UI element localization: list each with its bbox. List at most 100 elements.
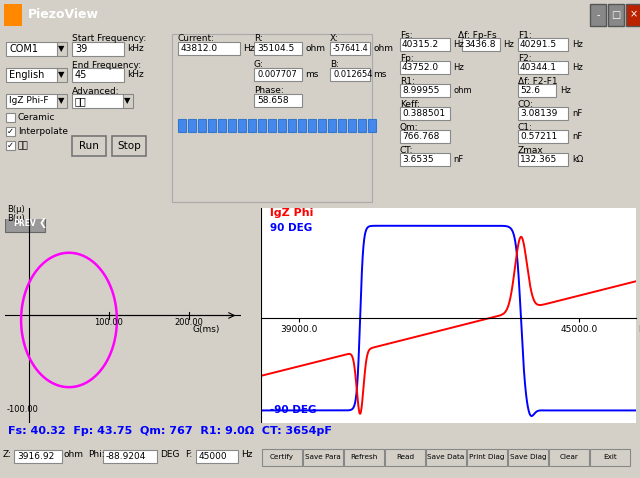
Bar	[518, 153, 568, 166]
Bar	[248, 119, 256, 132]
Text: 90 DEG: 90 DEG	[271, 223, 313, 233]
Bar	[178, 42, 240, 54]
Bar	[467, 449, 507, 466]
Bar	[57, 68, 67, 82]
Bar	[72, 136, 106, 156]
Text: ▼: ▼	[58, 70, 65, 79]
Bar	[208, 119, 216, 132]
Bar	[72, 68, 124, 82]
Text: X:: X:	[330, 34, 339, 43]
Bar	[518, 107, 568, 120]
Text: Certify: Certify	[270, 455, 294, 460]
Bar	[57, 94, 67, 108]
Text: 43812.0: 43812.0	[181, 44, 218, 53]
Bar	[6, 94, 58, 108]
Text: 35104.5: 35104.5	[257, 44, 294, 53]
Text: nF: nF	[572, 109, 582, 118]
Bar	[608, 4, 624, 26]
Text: PiezoView: PiezoView	[28, 8, 99, 22]
Text: CO:: CO:	[518, 100, 534, 109]
Bar	[6, 113, 15, 122]
Text: Zmax: Zmax	[518, 146, 544, 155]
Bar	[57, 42, 67, 55]
Bar	[262, 449, 302, 466]
Text: Current:: Current:	[178, 34, 215, 43]
Text: Qm:: Qm:	[400, 123, 419, 132]
Bar	[254, 94, 302, 107]
Bar	[518, 61, 568, 74]
Bar	[400, 107, 450, 120]
Text: ×: ×	[630, 10, 638, 20]
Text: Phase:: Phase:	[254, 86, 284, 95]
Text: ▼: ▼	[58, 44, 65, 53]
Text: B:: B:	[330, 60, 339, 69]
Text: ohm: ohm	[453, 86, 472, 95]
Bar	[344, 449, 384, 466]
Bar	[518, 38, 568, 51]
Text: Fp:: Fp:	[400, 54, 413, 63]
Text: B(μ): B(μ)	[6, 214, 24, 223]
Bar	[178, 119, 186, 132]
Text: ohm: ohm	[373, 44, 393, 53]
Text: Ceramic: Ceramic	[18, 113, 56, 122]
Text: CT:: CT:	[400, 146, 413, 155]
Bar	[196, 450, 238, 463]
Text: 39: 39	[75, 43, 87, 54]
Text: Z:: Z:	[3, 450, 12, 459]
Bar	[330, 42, 370, 54]
Text: 40291.5: 40291.5	[520, 40, 557, 49]
Text: 40315.2: 40315.2	[402, 40, 439, 49]
Text: 100.00: 100.00	[95, 318, 124, 327]
Bar	[72, 94, 124, 108]
Bar	[72, 42, 124, 55]
Bar	[238, 119, 246, 132]
Text: G:: G:	[254, 60, 264, 69]
Text: Print Diag: Print Diag	[469, 455, 505, 460]
Text: COM1: COM1	[9, 43, 38, 54]
Bar	[328, 119, 336, 132]
Bar	[303, 449, 343, 466]
Bar	[590, 4, 606, 26]
Text: kHz: kHz	[127, 44, 144, 53]
Text: DEG: DEG	[160, 450, 179, 459]
Bar	[288, 119, 296, 132]
Text: 3.6535: 3.6535	[402, 155, 434, 164]
Text: Start Frequency:: Start Frequency:	[72, 34, 147, 43]
Bar	[4, 4, 22, 26]
Text: B(μ): B(μ)	[6, 206, 24, 215]
Bar	[626, 4, 640, 26]
Text: Hz: Hz	[453, 63, 464, 72]
Bar	[590, 449, 630, 466]
Bar	[549, 449, 589, 466]
Text: Stop: Stop	[117, 141, 141, 151]
Text: 連続: 連続	[18, 141, 29, 150]
Text: 45: 45	[75, 70, 88, 80]
Bar	[318, 119, 326, 132]
Text: Read: Read	[396, 455, 414, 460]
Bar	[6, 127, 15, 136]
Text: 3.08139: 3.08139	[520, 109, 557, 118]
Text: ohm: ohm	[64, 450, 84, 459]
Text: Save Data: Save Data	[428, 455, 465, 460]
Text: Interpolate: Interpolate	[18, 127, 68, 136]
Bar	[518, 130, 568, 143]
Text: Hz: Hz	[243, 44, 255, 53]
Text: Run: Run	[79, 141, 99, 151]
Text: Clear: Clear	[559, 455, 579, 460]
Text: □: □	[611, 10, 621, 20]
Text: ms: ms	[305, 70, 318, 79]
Text: Refresh: Refresh	[350, 455, 378, 460]
Text: Exit: Exit	[603, 455, 617, 460]
Text: F2:: F2:	[518, 54, 532, 63]
Bar	[278, 119, 286, 132]
Text: 200.00: 200.00	[174, 318, 203, 327]
Text: Hz: Hz	[560, 86, 571, 95]
Bar	[518, 84, 556, 97]
Text: Hz: Hz	[241, 450, 253, 459]
Text: F:: F:	[185, 450, 192, 459]
Text: 132.365: 132.365	[520, 155, 557, 164]
Text: ms: ms	[373, 70, 387, 79]
Bar	[172, 33, 372, 202]
Text: ▼: ▼	[124, 96, 131, 105]
Text: 52.6: 52.6	[520, 86, 540, 95]
